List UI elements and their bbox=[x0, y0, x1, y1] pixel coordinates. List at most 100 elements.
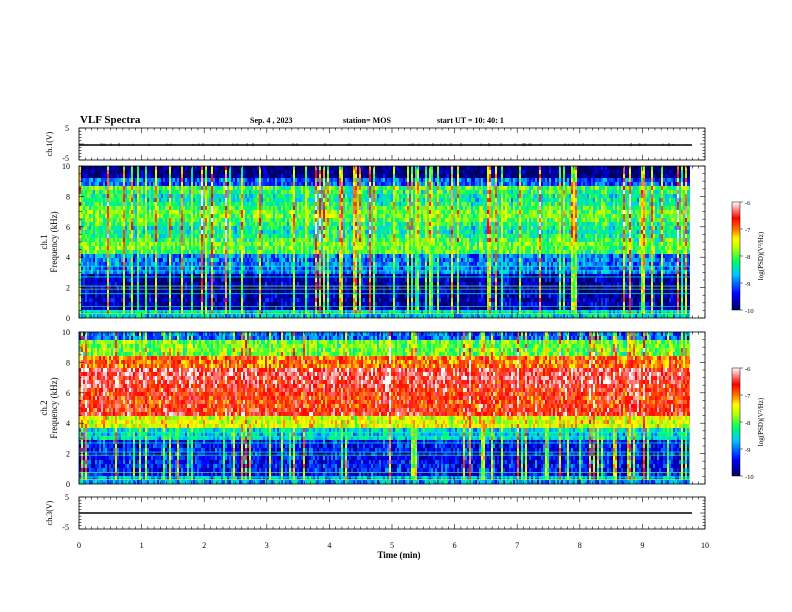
spectrogram-cell bbox=[151, 234, 154, 239]
spectrogram-cell bbox=[303, 302, 306, 307]
spectrogram-cell bbox=[97, 238, 100, 243]
spectrogram-cell bbox=[295, 234, 298, 239]
spectrogram-cell bbox=[277, 202, 280, 207]
spectrogram-cell bbox=[157, 262, 160, 267]
spectrogram-cell bbox=[251, 246, 254, 251]
spectrogram-cell bbox=[315, 310, 318, 315]
spectrogram-cell bbox=[313, 186, 316, 191]
spectrogram-cell bbox=[219, 190, 222, 195]
spectrogram-cell bbox=[233, 246, 236, 251]
spectrogram-cell bbox=[315, 226, 318, 231]
spectrogram-cell bbox=[145, 238, 148, 243]
spectrogram-cell bbox=[191, 194, 194, 199]
spectrogram-cell bbox=[267, 310, 270, 315]
spectrogram-cell bbox=[205, 298, 208, 303]
spectrogram-cell bbox=[245, 218, 248, 223]
spectrogram-cell bbox=[305, 274, 308, 279]
spectrogram-cell bbox=[99, 194, 102, 199]
spectrogram-cell bbox=[195, 282, 198, 287]
spectrogram-cell bbox=[257, 206, 260, 211]
spectrogram-cell bbox=[239, 178, 242, 183]
spectrogram-cell bbox=[99, 214, 102, 219]
spectrogram-cell bbox=[253, 254, 256, 259]
spectrogram-cell bbox=[263, 258, 266, 263]
spectrogram-cell bbox=[261, 198, 264, 203]
spectrogram-cell bbox=[137, 278, 140, 283]
spectrogram-cell bbox=[243, 286, 246, 291]
spectrogram-cell bbox=[281, 206, 284, 211]
spectrogram-cell bbox=[287, 238, 290, 243]
spectrogram-cell bbox=[145, 266, 148, 271]
spectrogram-cell bbox=[179, 214, 182, 219]
spectrogram-cell bbox=[319, 222, 322, 227]
spectrogram-cell bbox=[309, 210, 312, 215]
spectrogram-cell bbox=[149, 186, 152, 191]
spectrogram-cell bbox=[257, 198, 260, 203]
spectrogram-cell bbox=[303, 222, 306, 227]
spectrogram-cell bbox=[131, 286, 134, 291]
spectrogram-cell bbox=[319, 230, 322, 235]
spectrogram-cell bbox=[329, 194, 332, 199]
spectrogram-cell bbox=[307, 238, 310, 243]
spectrogram-cell bbox=[149, 278, 152, 283]
spectrogram-cell bbox=[279, 210, 282, 215]
spectrogram-cell bbox=[239, 206, 242, 211]
spectrogram-cell bbox=[135, 294, 138, 299]
spectrogram-cell bbox=[103, 226, 106, 231]
spectrogram-cell bbox=[305, 266, 308, 271]
spectrogram-cell bbox=[237, 174, 240, 179]
spectrogram-cell bbox=[169, 246, 172, 251]
spectrogram-cell bbox=[83, 250, 86, 255]
spectrogram-cell bbox=[279, 242, 282, 247]
spectrogram-cell bbox=[151, 210, 154, 215]
spectrogram-cell bbox=[111, 198, 114, 203]
spectrogram-cell bbox=[199, 222, 202, 227]
spectrogram-cell bbox=[81, 306, 84, 311]
spectrogram-cell bbox=[307, 290, 310, 295]
spectrogram-cell bbox=[229, 226, 232, 231]
spectrogram-cell bbox=[221, 178, 224, 183]
spectrogram-cell bbox=[157, 226, 160, 231]
spectrogram-cell bbox=[79, 222, 82, 227]
spectrogram-cell bbox=[283, 186, 286, 191]
spectrogram-cell bbox=[149, 210, 152, 215]
spectrogram-cell bbox=[295, 206, 298, 211]
spectrogram-cell bbox=[207, 274, 210, 279]
spectrogram-cell bbox=[271, 198, 274, 203]
spectrogram-cell bbox=[97, 294, 100, 299]
spectrogram-cell bbox=[233, 302, 236, 307]
spectrogram-cell bbox=[107, 214, 110, 219]
spectrogram-cell bbox=[281, 178, 284, 183]
spectrogram-cell bbox=[95, 226, 98, 231]
spectrogram-cell bbox=[183, 230, 186, 235]
spectrogram-cell bbox=[113, 306, 116, 311]
spectrogram-cell bbox=[209, 186, 212, 191]
spectrogram-cell bbox=[189, 202, 192, 207]
spectrogram-cell bbox=[219, 290, 222, 295]
spectrogram-cell bbox=[307, 218, 310, 223]
spectrogram-cell bbox=[189, 182, 192, 187]
spectrogram-cell bbox=[219, 270, 222, 275]
spectrogram-cell bbox=[207, 242, 210, 247]
spectrogram-cell bbox=[105, 226, 108, 231]
spectrogram-cell bbox=[325, 254, 328, 259]
spectrogram-cell bbox=[223, 230, 226, 235]
spectrogram-cell bbox=[323, 266, 326, 271]
spectrogram-cell bbox=[179, 234, 182, 239]
spectrogram-cell bbox=[95, 178, 98, 183]
spectrogram-cell bbox=[79, 266, 82, 271]
spectrogram-cell bbox=[317, 302, 320, 307]
spectrogram-cell bbox=[285, 170, 288, 175]
spectrogram-cell bbox=[207, 286, 210, 291]
spectrogram-cell bbox=[265, 226, 268, 231]
spectrogram-cell bbox=[193, 214, 196, 219]
spectrogram-cell bbox=[301, 230, 304, 235]
spectrogram-cell bbox=[305, 306, 308, 311]
spectrogram-cell bbox=[105, 270, 108, 275]
spectrogram-cell bbox=[185, 182, 188, 187]
spectrogram-cell bbox=[317, 218, 320, 223]
spectrogram-cell bbox=[137, 222, 140, 227]
spectrogram-cell bbox=[193, 250, 196, 255]
spectrogram-cell bbox=[117, 226, 120, 231]
spectrogram-cell bbox=[127, 262, 130, 267]
